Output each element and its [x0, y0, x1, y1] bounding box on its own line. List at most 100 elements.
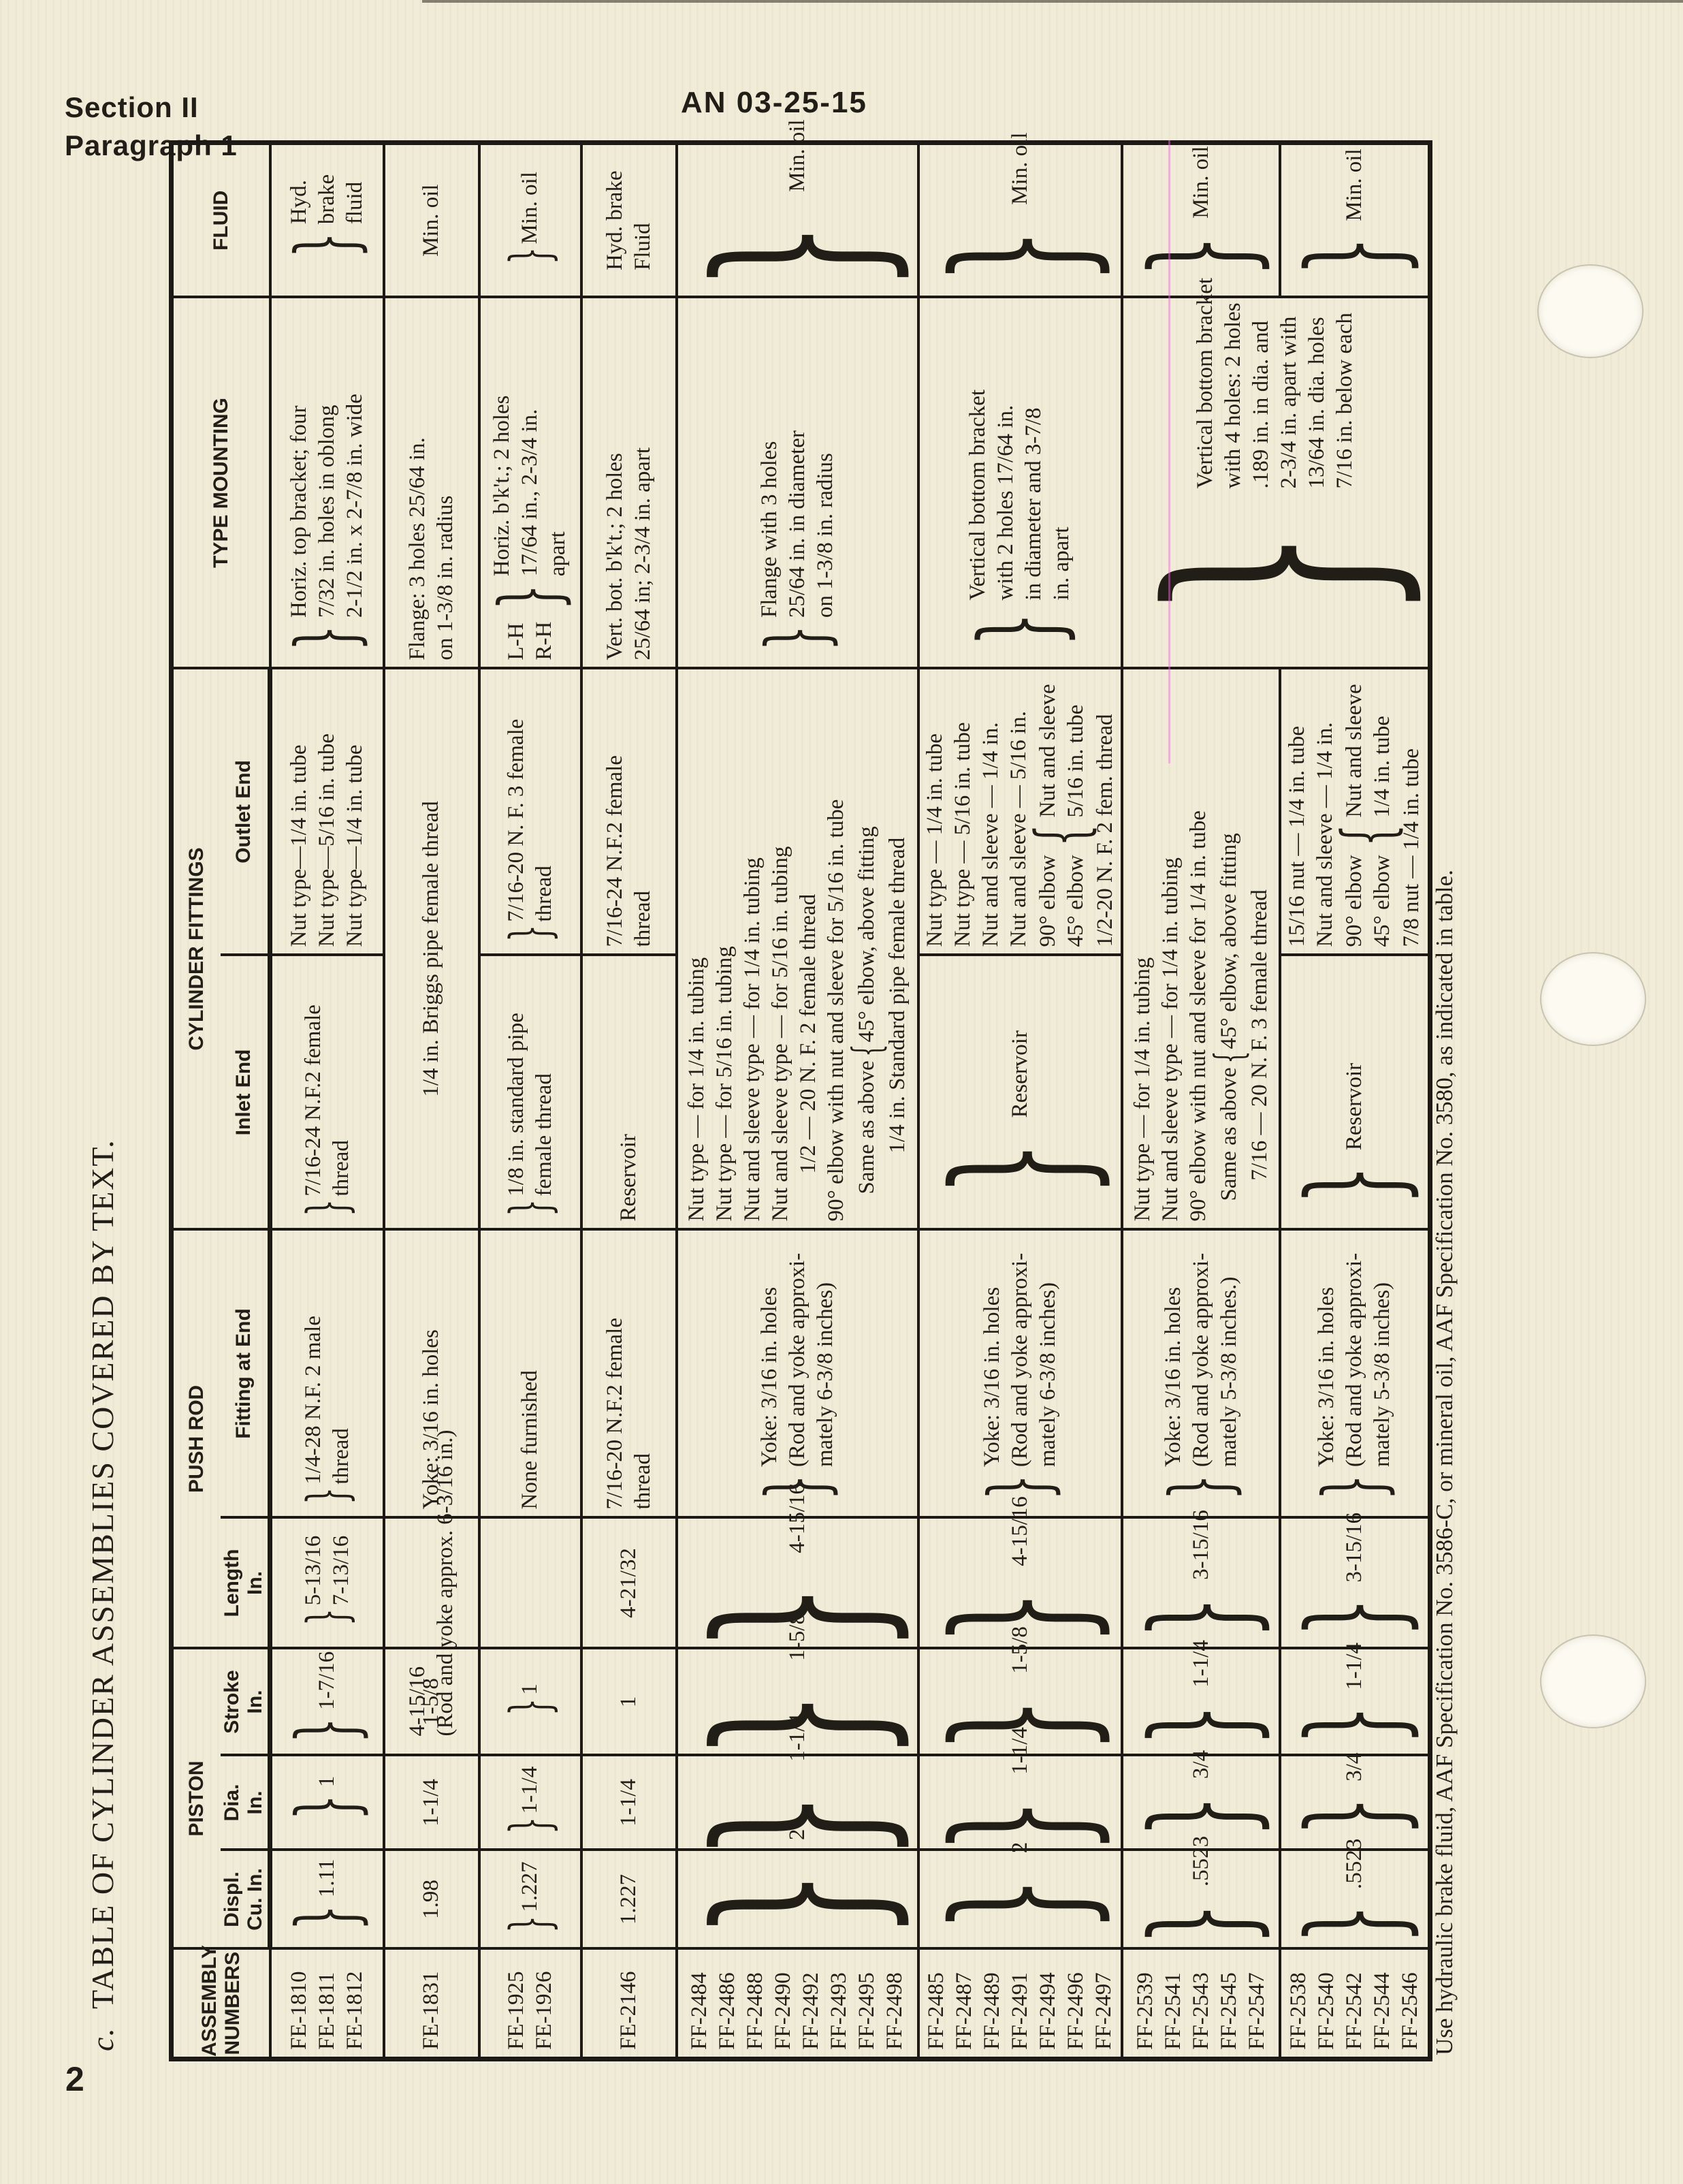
cell-line: 7/16-24 N.F.2 female: [300, 1004, 325, 1197]
cell-line: 1-1/4: [1188, 1640, 1213, 1688]
group-brace: }: [669, 1869, 925, 1940]
cell-line: in. apart: [1049, 526, 1074, 601]
cell-line: 25/64 in. in diameter: [784, 430, 810, 618]
cell-line: Same as above: [854, 1060, 879, 1194]
column-header-fluid: FLUID: [171, 142, 270, 298]
cell-content: } 1-5/8: [916, 1626, 1123, 1754]
cell-content: 4-15/16 (Rod and yoke approx. 6-3/16 in.): [385, 1429, 478, 1736]
cell-lines: Yoke: 3/16 in. holes: [417, 1329, 445, 1509]
cell-line: 3/4: [1188, 1750, 1213, 1779]
cell-line: FE-1831: [419, 1971, 443, 2051]
cell-lines: Min. oil: [1006, 133, 1034, 205]
cell-content: } Reservoir: [916, 956, 1123, 1228]
cell-lines: 4-21/32: [615, 1548, 643, 1618]
cell-line: 90° elbow: [1341, 855, 1366, 947]
cylinder-assemblies-table: ASSEMBLY NUMBERS PISTON PUSH ROD CYLINDER FI…: [169, 119, 1441, 2061]
group-brace: }: [498, 247, 562, 265]
cell-line: Hyd. brake: [602, 170, 627, 271]
cell-line: Vertical bottom bracket: [1193, 277, 1218, 489]
cell-line: Nut and sleeve: [1035, 684, 1060, 818]
cell-line: Horiz. b'k't.; 2 holes: [490, 395, 514, 577]
cell-content: FF-2484 FF-2486 FF-2488 FF-2490 FF-2492 FF-24…: [678, 1950, 917, 2057]
cell-content: } 1/4-28 N.F. 2 male thread: [272, 1231, 383, 1516]
group-brace: }: [279, 1717, 374, 1744]
cell-line: brake: [314, 174, 339, 225]
cell-line: FE-1926: [531, 1971, 556, 2051]
cell-line: 1: [517, 1683, 542, 1695]
cell-content: 7/16-20 N.F.2 female thread: [583, 1231, 675, 1516]
cell-fitting-r0: } 1/4-28 N.F. 2 male thread: [270, 1229, 384, 1518]
cell-dia-r5: } 1-1/4: [916, 1727, 1123, 1854]
an-number: AN 03-25-15: [681, 86, 867, 119]
cell-mounting-r3: Vert. bot. b'k't.; 2 holes 25/64 in; 2-3/…: [581, 297, 677, 669]
group-brace: }: [498, 1199, 562, 1217]
cell-line-pair: 90° elbow 45° elbow {Nut and sleeve 1/4 in.…: [1328, 684, 1409, 947]
header-line: CYLINDER FITTINGS: [185, 847, 208, 1051]
cell-line: 1-1/4: [419, 1779, 443, 1826]
cell-line: thread: [328, 1428, 353, 1485]
cell-length-r1: 4-15/16 (Rod and yoke approx. 6-3/16 in.): [383, 1429, 479, 1736]
cell-dia-r6: } 3/4: [1122, 1750, 1281, 1850]
cell-line: Reservoir: [1007, 1030, 1032, 1118]
cell-inlet-r3: Reservoir: [581, 955, 677, 1230]
header-line: PUSH ROD: [185, 1384, 208, 1493]
group-brace: }: [498, 925, 562, 943]
cell-line: Nut and sleeve: [1341, 684, 1366, 818]
cell-line: 1: [616, 1696, 641, 1708]
cell-line: None furnished: [517, 1370, 542, 1510]
cell-lines: 7/16-24 N.F.2 female thread: [601, 755, 657, 947]
cell-lines: Flange with 3 holes 25/64 in. in diameter…: [756, 430, 839, 618]
header-line: Displ.: [221, 1871, 244, 1927]
cell-lines: 7/16-20 N. F. 3 female thread: [502, 719, 558, 922]
cell-content: 1/4 in. Briggs pipe female thread: [385, 669, 478, 1228]
pair-brace: {: [843, 1044, 890, 1058]
group-brace: }: [1109, 528, 1441, 619]
cell-lines: 7/16-20 N.F.2 female thread: [601, 1318, 657, 1509]
cell-fluid-r2: } Min. oil: [479, 142, 581, 298]
cell-length-r4: } 4-15/16: [670, 1483, 925, 1652]
cell-line-pair: 90° elbow 45° elbow {Nut and sleeve 5/16 in…: [1021, 684, 1102, 947]
scan-top-edge: [422, 0, 1683, 3]
header-group-row: ASSEMBLY NUMBERS PISTON PUSH ROD CYLINDER FI…: [171, 142, 270, 2059]
cell-content: } 1-1/4: [481, 1757, 580, 1849]
cell-lines: Nut type — for 1/4 in. tubing Nut type — …: [683, 800, 912, 1222]
cell-lines: 1.227: [516, 1861, 544, 1912]
cell-line-pair: Same as above {45° elbow, above fitting: [1206, 810, 1252, 1221]
cell-content: } 5-13/16 7-13/16: [272, 1519, 383, 1647]
cell-content: 7/16-24 N.F.2 female thread: [583, 669, 675, 953]
pair-left: Same as above: [1215, 1067, 1243, 1201]
cell-fluid-r0: } Hyd. brake fluid: [270, 142, 384, 298]
cell-content: } 1.227: [481, 1852, 580, 1948]
cell-line: Same as above: [1216, 1067, 1241, 1201]
cell-mounting-r2: L-H R-H} Horiz. b'k't.; 2 holes 17/64 in., …: [479, 297, 581, 669]
cell-line: FF-2544: [1369, 1972, 1394, 2050]
cell-inlet-r5: } Reservoir: [916, 955, 1123, 1230]
cell-content: } 1-5/8: [670, 1613, 925, 1760]
cell-line: Nut and sleeve type — for 5/16 in. tubin…: [767, 846, 792, 1222]
cell-line: .5523: [1188, 1835, 1213, 1887]
cell-lines: 1-1/4: [1341, 1643, 1368, 1690]
cell-content: 1-1/4: [385, 1757, 478, 1849]
header-line: In.: [244, 1790, 267, 1815]
cell-line: FF-2495: [854, 1972, 879, 2050]
cell-lines: FF-2538 FF-2540 FF-2542 FF-2544 FF-2546: [1285, 1972, 1424, 2050]
cell-fitting-r5: } Yoke: 3/16 in. holes (Rod and yoke appro…: [918, 1229, 1123, 1518]
column-header-length: Length In.: [220, 1517, 270, 1649]
cell-stroke-r3: 1: [581, 1648, 677, 1756]
cell-content: Reservoir: [583, 956, 675, 1228]
group-brace: }: [916, 227, 1123, 285]
table-row: FE-1925 FE-1926} 1.227} 1-1/4} 1 None furnish…: [479, 142, 581, 2059]
cell-length-r6: } 3-15/16: [1122, 1510, 1281, 1649]
cell-mounting-r0: } Horiz. top bracket; four 7/32 in. holes …: [270, 297, 384, 669]
cell-line: FF-2496: [1063, 1972, 1088, 2050]
cell-displ-r3: 1.227: [581, 1850, 677, 1949]
pair-left: 90° elbow 45° elbow: [1034, 855, 1090, 947]
cell-line: Nut and sleeve type — for 1/4 in. tubing: [739, 857, 765, 1222]
cell-line: Nut type — for 1/4 in. tubing: [684, 957, 709, 1222]
column-header-displ: Displ. Cu. In.: [220, 1850, 270, 1949]
cell-dia-r0: } 1: [270, 1755, 384, 1850]
cell-content: FE-1925 FE-1926: [481, 1950, 580, 2057]
cell-lines: Vertical bottom bracket with 2 holes 17/6…: [964, 390, 1076, 601]
cell-line: Min. oil: [1341, 148, 1366, 221]
cell-content: Nut type — 1/4 in. tube Nut type — 5/16 i…: [920, 669, 1121, 953]
